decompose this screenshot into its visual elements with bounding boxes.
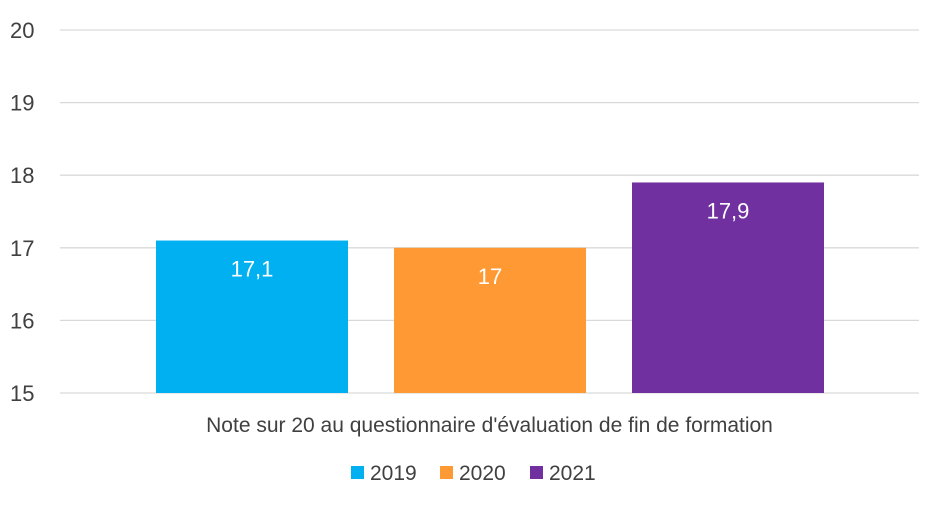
data-label-2020: 17 xyxy=(478,264,502,289)
legend-label-2020: 2020 xyxy=(459,462,506,485)
legend-label-2021: 2021 xyxy=(549,462,596,485)
bar-2021 xyxy=(632,182,824,393)
legend-swatch-2020 xyxy=(440,466,453,479)
y-tick-label-18: 18 xyxy=(10,163,34,188)
y-tick-label-20: 20 xyxy=(10,18,34,43)
data-label-2021: 17,9 xyxy=(707,198,750,223)
data-labels: 17,1 17 17,9 xyxy=(231,198,750,288)
legend: 2019 2020 2021 xyxy=(351,462,596,485)
legend-label-2019: 2019 xyxy=(370,462,417,485)
y-tick-label-17: 17 xyxy=(10,236,34,261)
bar-2020 xyxy=(394,247,586,393)
y-tick-label-19: 19 xyxy=(10,91,34,116)
bar-series xyxy=(156,182,824,393)
data-label-2019: 17,1 xyxy=(231,257,274,282)
y-tick-label-16: 16 xyxy=(10,308,34,333)
legend-swatch-2021 xyxy=(530,466,543,479)
y-tick-label-15: 15 xyxy=(10,381,34,406)
y-axis: 15 16 17 18 19 20 xyxy=(10,18,34,406)
bar-2019 xyxy=(156,240,348,393)
legend-swatch-2019 xyxy=(351,466,364,479)
x-category-label: Note sur 20 au questionnaire d'évaluatio… xyxy=(206,414,773,437)
